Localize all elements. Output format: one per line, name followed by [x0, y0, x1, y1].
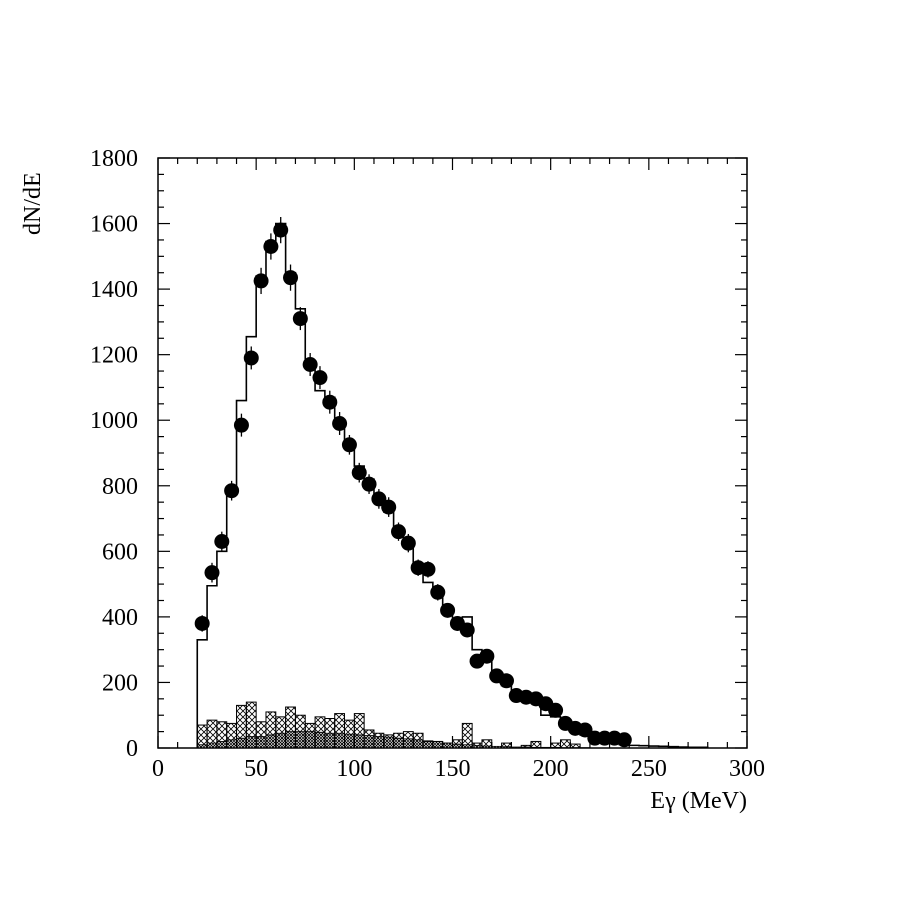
- dense-hatch-bin: [412, 739, 424, 748]
- x-axis-title: Eγ (MeV): [650, 788, 747, 814]
- dense-hatch-bin: [226, 739, 237, 748]
- y-tick-label: 200: [102, 670, 138, 696]
- data-point: [204, 565, 220, 581]
- data-point: [322, 394, 338, 410]
- axes: 0 50 100 150 200 250 300 0 200 400 600 800 1000 1200 1…: [90, 146, 765, 782]
- data-point: [351, 465, 367, 481]
- dense-hatch-bin: [383, 736, 394, 748]
- data-point: [616, 732, 632, 748]
- dense-hatch-bin: [285, 731, 296, 748]
- y-tick-label: 1600: [90, 212, 138, 238]
- data-point: [253, 273, 269, 289]
- y-tick-label: 1800: [90, 146, 138, 172]
- y-tick-label: 1200: [90, 343, 138, 369]
- data-points: [194, 217, 632, 748]
- dense-hatch-bin: [344, 733, 355, 748]
- x-tick-label: 300: [729, 756, 765, 782]
- x-tick-label: 250: [631, 756, 667, 782]
- y-tick-label: 600: [102, 539, 138, 565]
- dense-hatch-bin: [314, 731, 326, 748]
- dense-hatch-bin: [422, 740, 434, 748]
- y-axis-title: dN/dE: [20, 172, 46, 235]
- dense-hatch-bin: [304, 731, 316, 748]
- y-tick-label: 1000: [90, 408, 138, 434]
- dense-hatch-bin: [295, 731, 306, 748]
- plot-area: [194, 217, 709, 748]
- data-point: [430, 584, 446, 600]
- data-point: [263, 239, 279, 254]
- data-point: [283, 270, 299, 286]
- data-point: [381, 499, 397, 515]
- data-point: [479, 648, 495, 664]
- y-tick-label: 800: [102, 474, 138, 500]
- dense-hatch-bin: [353, 734, 365, 748]
- data-point: [312, 370, 328, 386]
- data-point: [243, 350, 259, 366]
- dense-hatch-bin: [255, 736, 267, 748]
- dense-hatch-bin: [373, 736, 385, 748]
- dense-hatch-bin: [393, 737, 404, 748]
- dense-hatch-bin: [324, 732, 336, 748]
- y-tick-label: 400: [102, 605, 138, 631]
- data-point: [400, 535, 416, 551]
- y-tick-label: 1400: [90, 277, 138, 303]
- x-tick-label: 200: [533, 756, 569, 782]
- dense-hatch-bin: [334, 732, 345, 748]
- data-point: [577, 722, 593, 738]
- x-tick-label: 150: [435, 756, 471, 782]
- data-point: [341, 437, 357, 453]
- dense-hatch-bin: [265, 734, 277, 748]
- dense-hatch-bin: [275, 732, 287, 748]
- data-point: [292, 311, 308, 327]
- data-point: [273, 222, 289, 238]
- dense-hatch-bin: [245, 736, 257, 748]
- data-point: [194, 615, 210, 631]
- data-point: [459, 622, 475, 638]
- x-tick-label: 50: [244, 756, 268, 782]
- dense-hatch-bin: [403, 738, 414, 748]
- x-tick-label: 0: [152, 756, 164, 782]
- crosshatch-bin: [559, 739, 571, 748]
- x-tick-label: 100: [336, 756, 372, 782]
- dense-hatch-histogram: [196, 731, 591, 748]
- plot-frame: [157, 157, 748, 749]
- dense-hatch-bin: [432, 741, 444, 748]
- data-point: [233, 417, 249, 433]
- data-point: [214, 534, 230, 549]
- dense-hatch-bin: [236, 737, 247, 748]
- y-tick-label: 0: [126, 736, 138, 762]
- data-point: [420, 561, 436, 577]
- data-point: [361, 476, 377, 492]
- data-point: [391, 524, 407, 540]
- data-point: [498, 673, 514, 689]
- dense-hatch-bin: [216, 741, 228, 748]
- data-point: [548, 702, 564, 718]
- simulation-histogram-line: [196, 222, 709, 748]
- dense-hatch-bin: [363, 735, 375, 748]
- data-point: [332, 416, 348, 431]
- data-point: [371, 491, 387, 507]
- data-point: [440, 602, 456, 618]
- crosshatch-bin: [461, 722, 473, 748]
- data-point: [224, 483, 240, 499]
- data-point: [302, 357, 318, 372]
